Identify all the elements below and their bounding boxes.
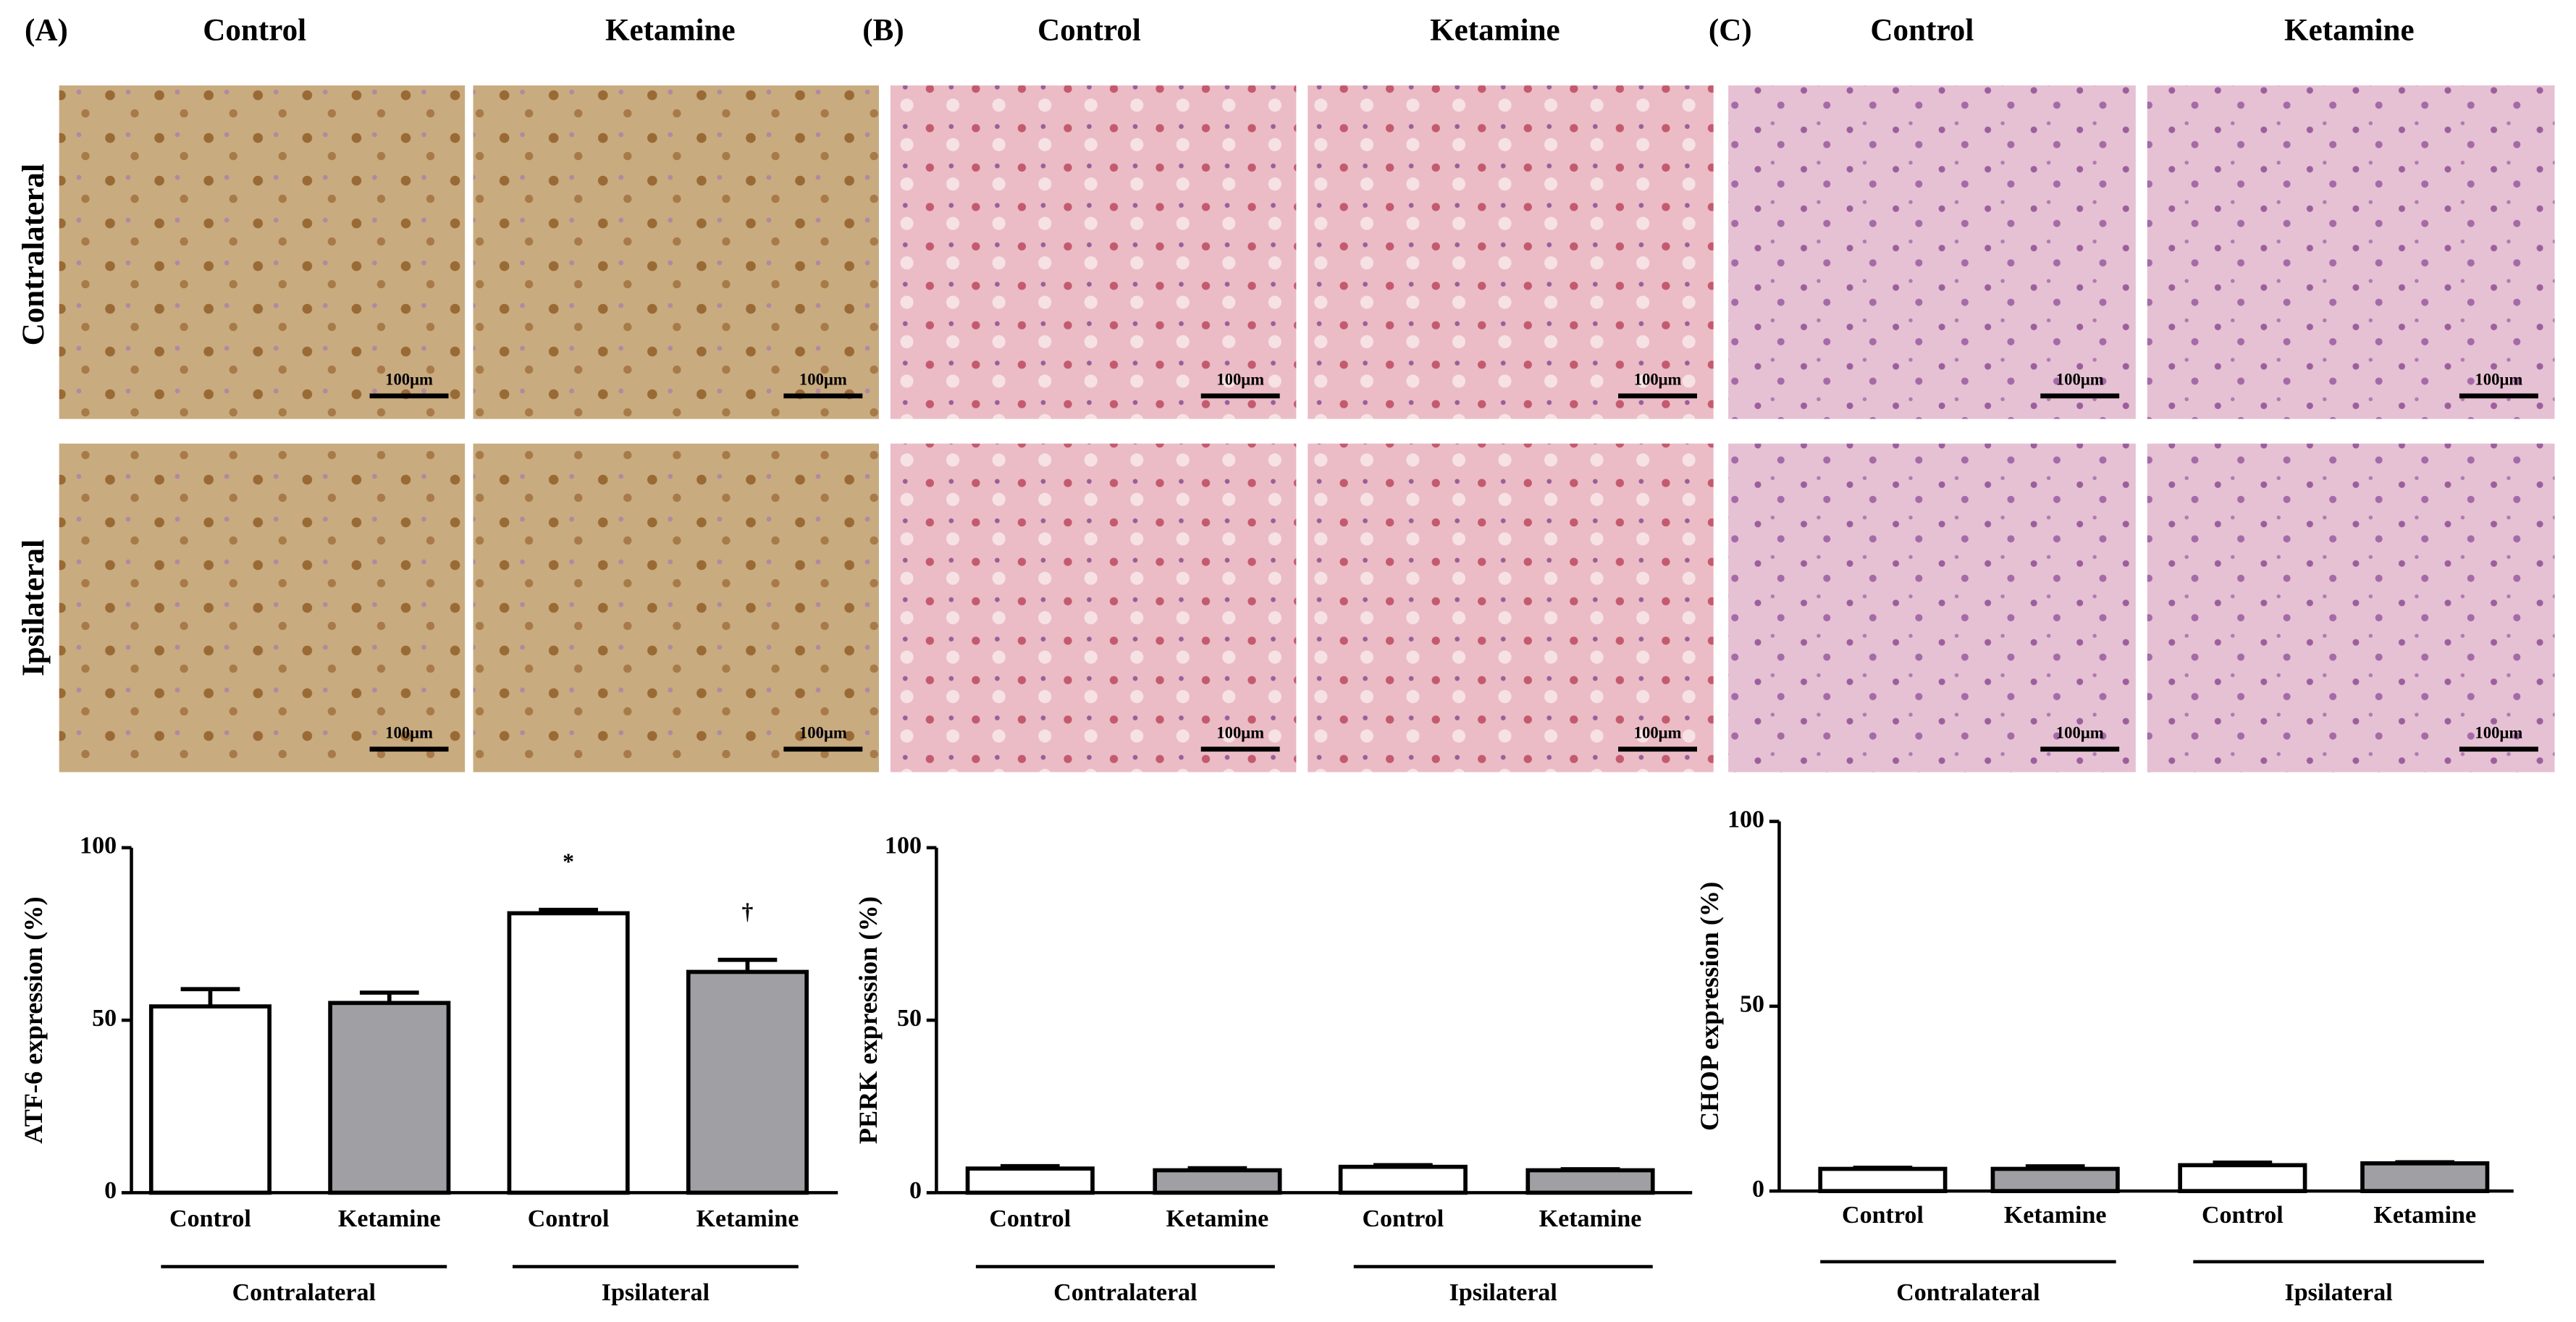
- y-tick-label: 0: [909, 1177, 922, 1204]
- row-header: Ipsilateral: [17, 539, 51, 676]
- scale-bar-label: 100μm: [385, 724, 433, 742]
- x-tick-label: Control: [989, 1205, 1071, 1232]
- annotation: †: [742, 899, 754, 925]
- group-label: Ipsilateral: [1449, 1279, 1557, 1306]
- bar: [1990, 1166, 2120, 1193]
- x-tick-label: Ketamine: [2373, 1202, 2476, 1229]
- y-tick-label: 50: [1740, 991, 1764, 1018]
- group-label: Contralateral: [232, 1279, 376, 1306]
- micrograph: [890, 85, 1297, 419]
- scale-bar-label: 100μm: [1216, 371, 1264, 389]
- bar: [2178, 1163, 2307, 1193]
- row-header: Contralateral: [17, 164, 51, 345]
- y-axis-label: PERK expression (%): [854, 896, 883, 1144]
- panel-label: (A): [25, 13, 68, 47]
- y-tick-label: 0: [104, 1177, 117, 1204]
- x-tick-label: Ketamine: [338, 1205, 441, 1232]
- content: (A) Control Ketamine Contralateral Ipsilater…: [17, 13, 2555, 1306]
- y-tick-label: 100: [80, 833, 117, 859]
- micrograph: [1728, 443, 2136, 772]
- scale-bar-label: 100μm: [799, 371, 847, 389]
- micrograph: [890, 443, 1297, 772]
- y-tick-label: 50: [92, 1005, 117, 1032]
- micrograph: [1308, 85, 1714, 419]
- bar: [1153, 1168, 1282, 1195]
- micrograph: [59, 85, 466, 419]
- bar: [1338, 1164, 1468, 1195]
- column-header: Ketamine: [605, 13, 736, 47]
- scale-bar-label: 100μm: [385, 371, 433, 389]
- x-tick-label: Control: [2202, 1202, 2284, 1229]
- column-header: Control: [1037, 13, 1141, 47]
- micrograph: [2147, 85, 2555, 419]
- scale-bar-label: 100μm: [2475, 371, 2522, 389]
- bar: [507, 911, 630, 1195]
- column-header: Control: [203, 13, 306, 47]
- group-label: Contralateral: [1053, 1279, 1197, 1306]
- bar: [965, 1166, 1095, 1195]
- panel-label: (C): [1709, 13, 1752, 47]
- y-axis-label: ATF-6 expression (%): [19, 896, 48, 1143]
- micrograph: [59, 443, 466, 772]
- micrograph: [473, 443, 879, 772]
- y-tick-label: 0: [1752, 1176, 1764, 1203]
- scale-bar-label: 100μm: [2056, 724, 2104, 742]
- x-tick-label: Control: [169, 1205, 251, 1232]
- x-tick-label: Control: [528, 1205, 610, 1232]
- y-tick-label: 100: [1727, 806, 1764, 833]
- y-tick-label: 50: [897, 1005, 922, 1032]
- bar: [686, 969, 809, 1195]
- column-header: Ketamine: [2284, 13, 2415, 47]
- bar: [328, 1001, 451, 1195]
- column-header: Ketamine: [1430, 13, 1560, 47]
- bar: [148, 1004, 272, 1195]
- scale-bar-label: 100μm: [1216, 724, 1264, 742]
- bar: [1525, 1168, 1655, 1195]
- x-tick-label: Ketamine: [696, 1205, 799, 1232]
- micrograph: [473, 85, 879, 419]
- annotation: *: [563, 849, 574, 874]
- micrograph: [2147, 443, 2555, 772]
- group-label: Ipsilateral: [2284, 1279, 2392, 1306]
- error-bar: [180, 987, 240, 1007]
- bar: [2360, 1161, 2490, 1193]
- scale-bar-label: 100μm: [1634, 371, 1682, 389]
- scale-bar-label: 100μm: [1634, 724, 1682, 742]
- micrograph: [1308, 443, 1714, 772]
- micrograph: [1728, 85, 2136, 419]
- x-tick-label: Control: [1362, 1205, 1444, 1232]
- scale-bar-label: 100μm: [2056, 371, 2104, 389]
- x-tick-label: Ketamine: [2004, 1202, 2107, 1229]
- scale-bar-label: 100μm: [799, 724, 847, 742]
- group-label: Ipsilateral: [602, 1279, 710, 1306]
- panel-label: (B): [862, 13, 904, 47]
- scale-bar-label: 100μm: [2475, 724, 2522, 742]
- y-axis-label: CHOP expression (%): [1695, 882, 1724, 1131]
- bar: [1818, 1166, 1948, 1193]
- group-label: Contralateral: [1896, 1279, 2040, 1306]
- y-tick-label: 100: [885, 833, 922, 859]
- x-tick-label: Ketamine: [1539, 1205, 1642, 1232]
- column-header: Control: [1870, 13, 1974, 47]
- x-tick-label: Ketamine: [1166, 1205, 1269, 1232]
- x-tick-label: Control: [1842, 1202, 1924, 1229]
